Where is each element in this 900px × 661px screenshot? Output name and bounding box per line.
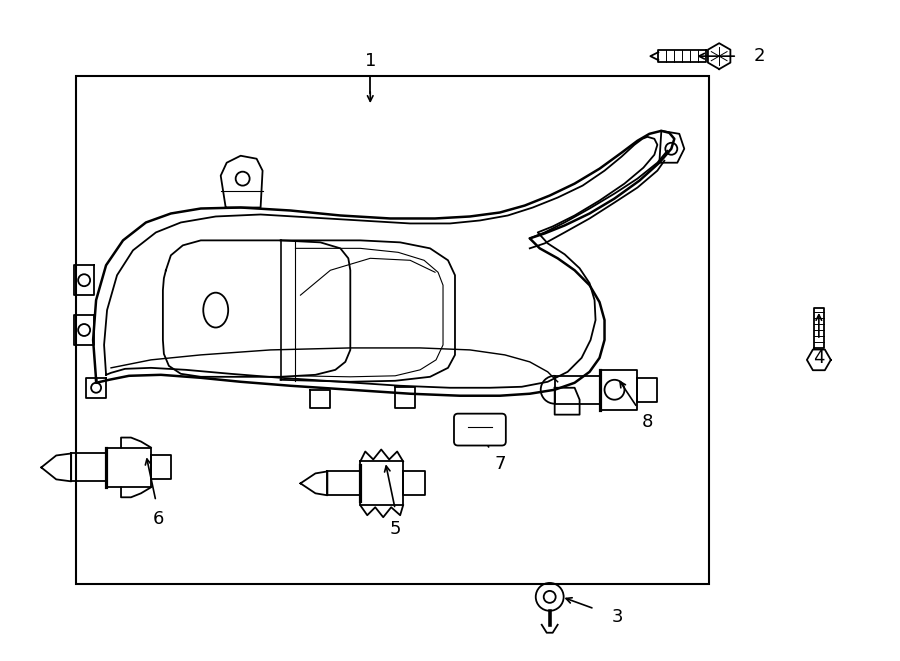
- FancyBboxPatch shape: [454, 414, 506, 446]
- Text: 6: 6: [153, 510, 165, 528]
- Text: 7: 7: [494, 455, 506, 473]
- Text: 8: 8: [642, 412, 653, 430]
- Text: 2: 2: [753, 47, 765, 65]
- Text: 3: 3: [612, 608, 623, 626]
- Text: 1: 1: [364, 52, 376, 70]
- Text: 4: 4: [813, 349, 824, 367]
- Text: 5: 5: [390, 520, 400, 538]
- Bar: [76, 76, 709, 584]
